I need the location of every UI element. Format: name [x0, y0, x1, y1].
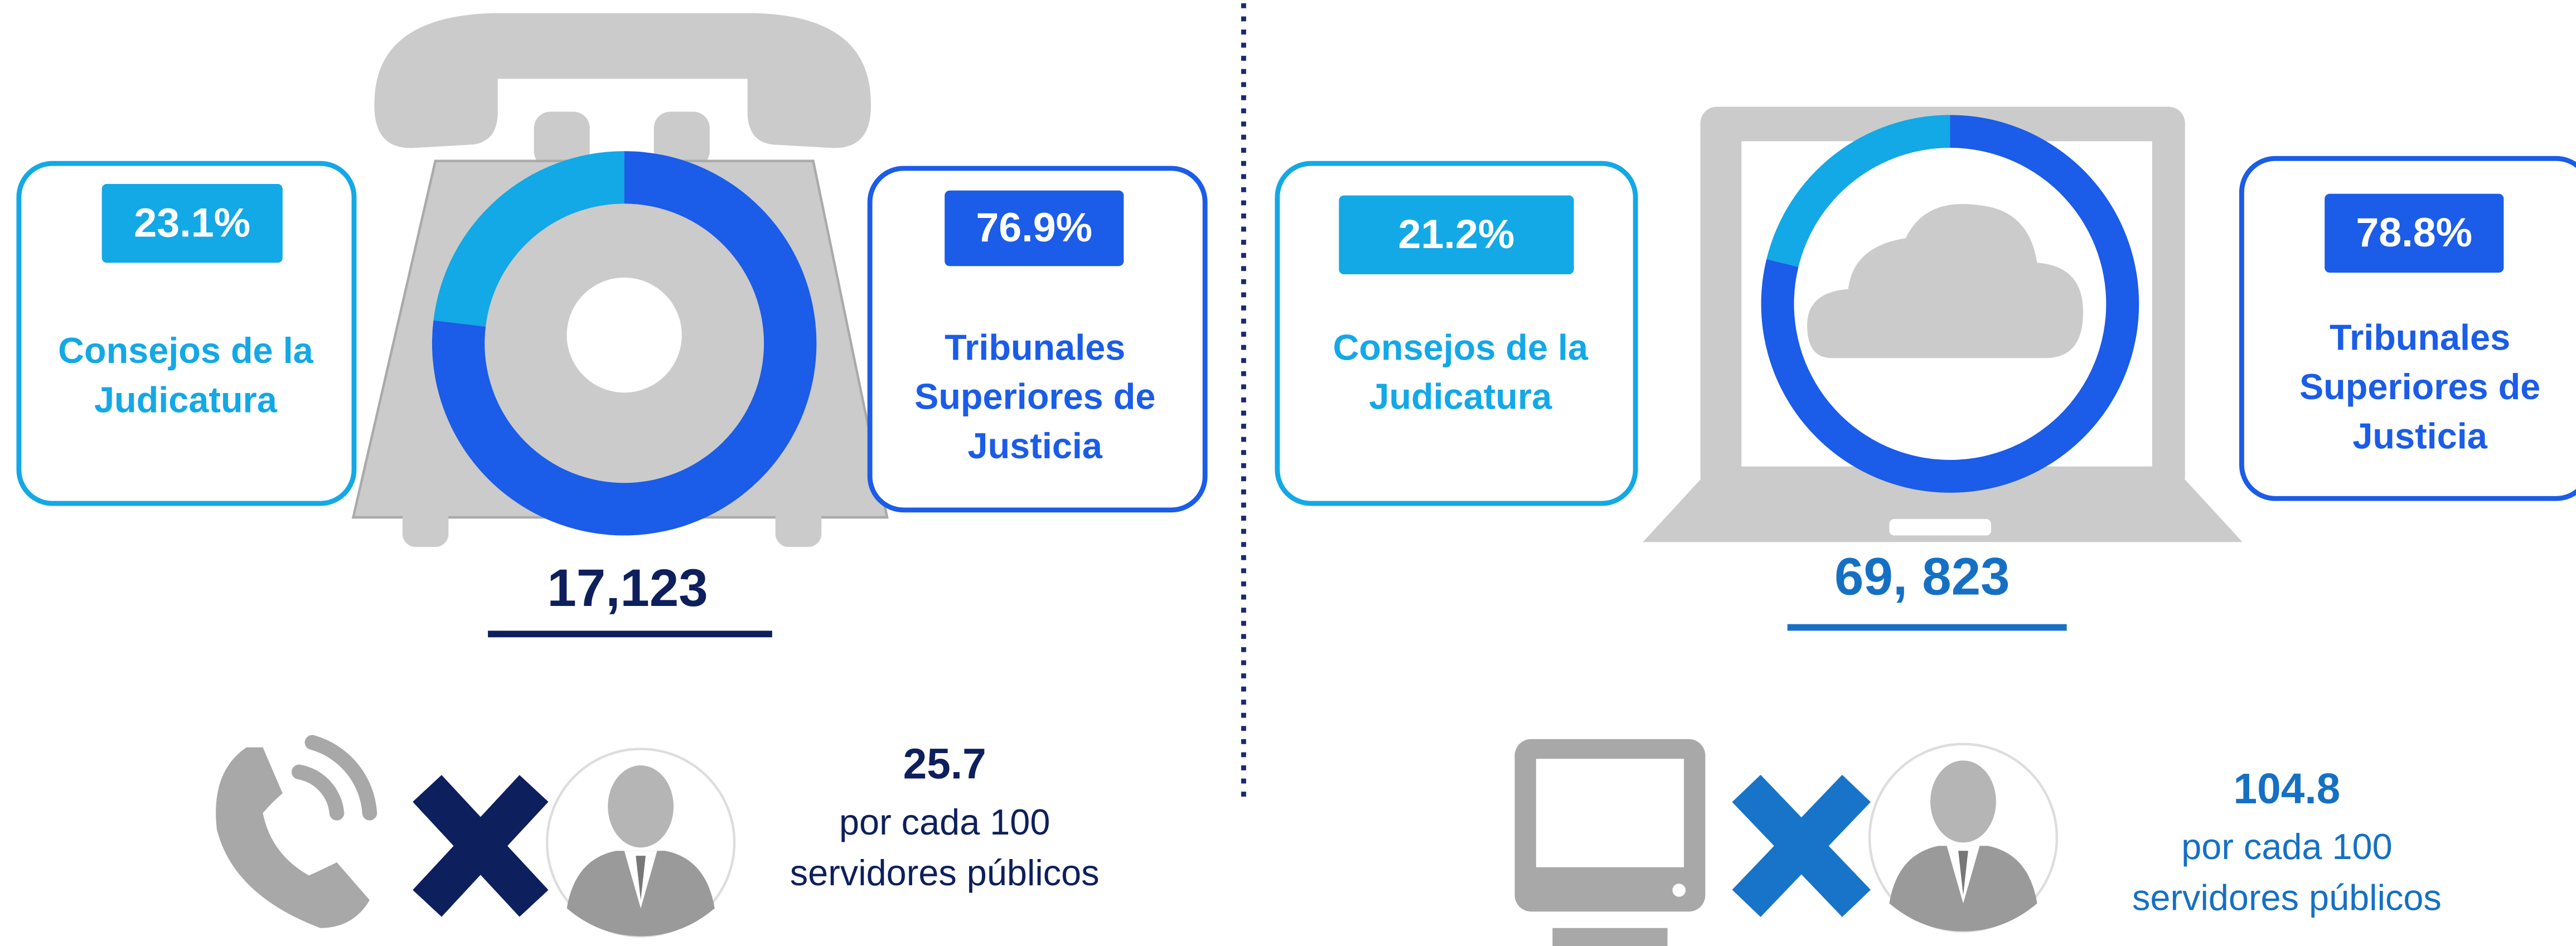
phone-waves	[299, 743, 370, 813]
total-underline	[488, 630, 772, 637]
total-underline	[1788, 624, 2067, 631]
value-label: 21.2%	[1339, 196, 1573, 274]
rate-text: por cada 100 servidores públicos	[2098, 821, 2476, 923]
times-icon	[427, 788, 534, 903]
value-label: 23.1%	[102, 184, 283, 263]
category-label: Consejos de la Judicatura	[21, 327, 350, 425]
monitor-icon	[1515, 739, 1706, 946]
times-icon	[1746, 788, 1856, 903]
dial-hole	[567, 278, 682, 392]
value-label: 76.9%	[945, 191, 1124, 266]
category-label: Tribunales Superiores de Justicia	[871, 323, 1199, 471]
person-icon	[547, 749, 734, 937]
page: 23.1% Consejos de la Judicatura 76.9% Tribu…	[0, 0, 2576, 946]
total-value: 17,123	[463, 559, 792, 619]
category-label: Consejos de la Judicatura	[1296, 323, 1625, 422]
value-label: 78.8%	[2325, 194, 2504, 273]
rate-value: 104.8	[2123, 764, 2451, 814]
rate-value: 25.7	[781, 739, 1109, 790]
total-value: 69, 823	[1758, 547, 2086, 608]
person-icon	[1870, 744, 2057, 932]
rate-text: por cada 100 servidores públicos	[756, 797, 1134, 899]
infographic: 23.1% Consejos de la Judicatura 76.9% Tribu…	[0, 0, 2576, 946]
category-label: Tribunales Superiores de Justicia	[2255, 314, 2576, 462]
